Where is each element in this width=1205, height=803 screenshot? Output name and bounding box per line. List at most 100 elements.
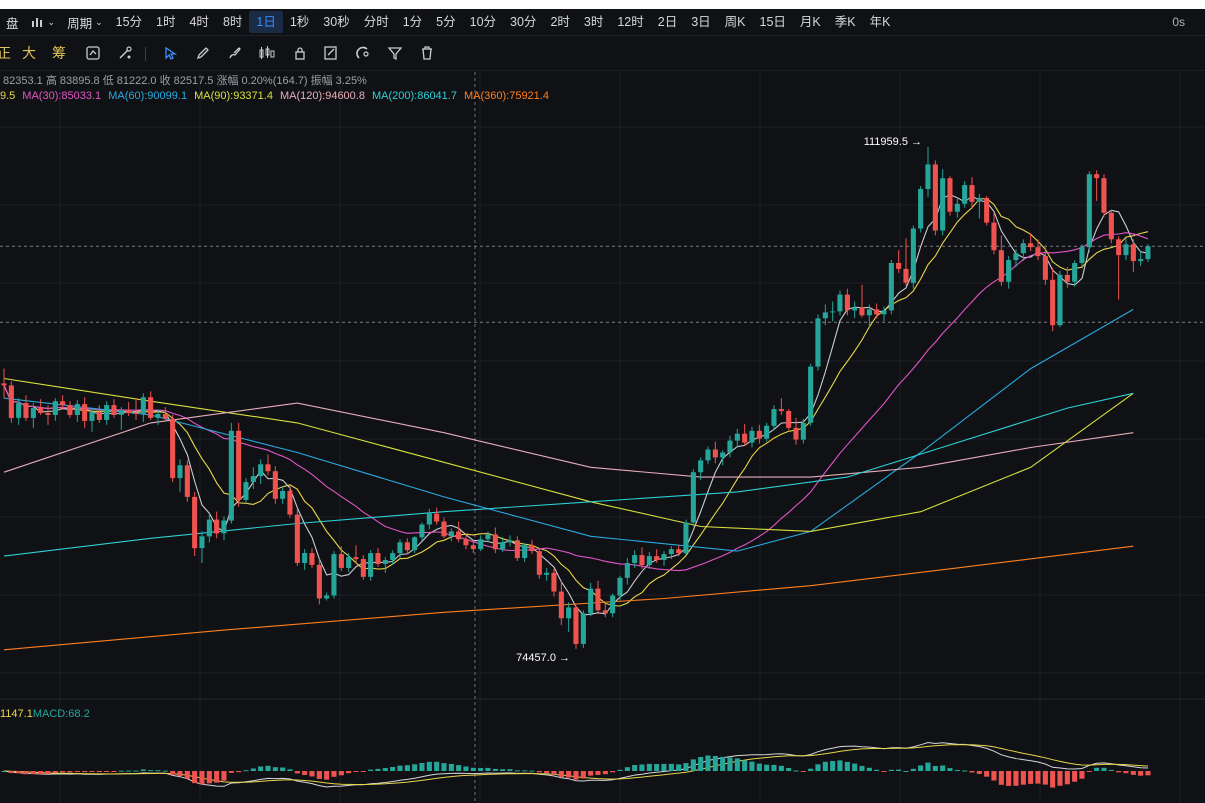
timeframe-option[interactable]: 季K [834,15,856,29]
timeframe-bar: 盘 ⌄ 周期 ⌄ 15分 1时 4时 8时 1日 1秒 30秒 分时 1分 5分 10分 30分 2时 3… [0,9,1205,36]
candle-body [8,385,14,418]
timeframe-option[interactable]: 2时 [550,15,570,29]
timeframe-option[interactable]: 3时 [583,15,604,29]
timeframe-option[interactable]: 4时 [189,15,209,29]
macd-histogram-bar [331,771,337,777]
macd-histogram-bar [177,771,183,777]
candle-body [1086,174,1092,248]
timeframe-option[interactable]: 15日 [759,15,786,29]
macd-histogram-bar [1145,771,1151,776]
timeframe-option[interactable]: 年K [869,15,891,29]
macd-histogram-bar [1057,771,1063,786]
candle-body [822,312,828,319]
macd-histogram-bar [118,770,124,772]
timeframe-option[interactable]: 1分 [402,15,423,29]
timeframe-option[interactable]: 月K [799,15,821,29]
timeframe-option[interactable]: 5分 [436,15,456,29]
timeframe-option[interactable]: 12时 [617,15,644,29]
macd-histogram-bar [976,771,982,774]
market-label[interactable]: 盘 [6,16,19,31]
macd-histogram-bar [16,771,22,774]
candle-body [74,404,80,415]
candle-body [712,449,718,458]
macd-histogram-bar [1042,771,1048,785]
candle-body [309,553,315,565]
macd-histogram-bar [316,771,322,779]
timeframe-option[interactable]: 周K [724,15,746,29]
macd-histogram-bar [756,763,762,771]
macd-histogram-bar [610,771,616,773]
macd-histogram-bar [918,765,924,771]
candle-body [448,531,454,537]
timeframe-option[interactable]: 15分 [115,15,143,29]
ma60-line [3,308,1134,552]
legend-entry: 9.5 [0,90,16,102]
tool-text-3[interactable]: 筹 [52,45,66,61]
macd-histogram-bar [771,764,777,771]
brush-icon[interactable] [225,43,245,63]
candle-body [111,405,117,415]
candle-body [1042,256,1048,280]
period-selector[interactable]: 周期 ⌄ [61,13,109,32]
macd-histogram-bar [89,771,95,772]
macd-histogram-bar [338,771,344,776]
macd-legend: 1147.1MACD:68.2 [0,708,90,720]
legend-entry: MA(200):86041.7 [371,90,457,102]
tool-text-1[interactable]: 正 [0,45,11,61]
candlestick-chart[interactable]: 111959.5 → 74457.0 → [0,9,1205,803]
macd-histogram-bar [441,763,447,771]
candle-body [727,440,733,453]
macd-histogram-bar [30,771,36,775]
candles-icon[interactable] [257,43,277,63]
timeframe-option[interactable]: 8时 [222,15,243,29]
timeframe-option[interactable]: 30分 [510,15,537,29]
macd-histogram-bar [8,771,14,774]
candle-body [360,559,366,577]
pen-icon[interactable] [193,43,213,63]
candle-body [793,427,799,440]
candle-body [800,422,806,440]
candle-body [500,542,506,550]
candle-body [1108,212,1114,240]
timeframe-option[interactable]: 2日 [657,15,678,29]
candle-body [940,178,946,231]
chart-type-selector[interactable]: ⌄ [25,16,62,28]
timeframe-option[interactable]: 1日 [249,11,283,33]
indicator-icon[interactable] [83,43,103,63]
timeframe-option[interactable]: 分时 [363,15,389,29]
candle-body [375,553,381,564]
candle-body [23,403,29,418]
ma-line [3,197,1149,607]
candle-body [221,520,227,534]
macd-histogram-bar [522,770,528,772]
legend-entry: MACD:68.2 [32,708,90,720]
candle-body [661,554,667,560]
timeframe-option[interactable]: 1时 [156,15,176,29]
tools-icon[interactable] [115,43,135,63]
candle-body [324,595,330,599]
edit-icon[interactable] [321,43,341,63]
candle-body [184,465,190,497]
timeframe-option[interactable]: 30秒 [323,15,350,29]
candle-body [45,413,51,415]
timeframe-option[interactable]: 1秒 [289,15,310,29]
macd-histogram-bar [925,762,931,771]
filter-icon[interactable] [385,43,405,63]
cursor-icon[interactable] [161,43,181,63]
candle-body [720,452,726,458]
macd-histogram-bar [683,763,689,771]
timeframe-option[interactable]: 10分 [469,15,497,29]
macd-histogram-bar [778,765,784,771]
macd-histogram-bar [1086,771,1092,772]
timeframe-option[interactable]: 3日 [691,15,711,29]
candle-body [874,309,880,315]
trash-icon[interactable] [417,43,437,63]
lock-icon[interactable] [290,43,310,63]
magnet-icon[interactable] [353,43,373,63]
candle-body [316,564,322,599]
macd-histogram-bar [822,761,828,771]
tool-text-2[interactable]: 大 [22,45,36,61]
candle-body [580,613,586,644]
candle-body [30,408,36,418]
candle-body [272,471,278,499]
